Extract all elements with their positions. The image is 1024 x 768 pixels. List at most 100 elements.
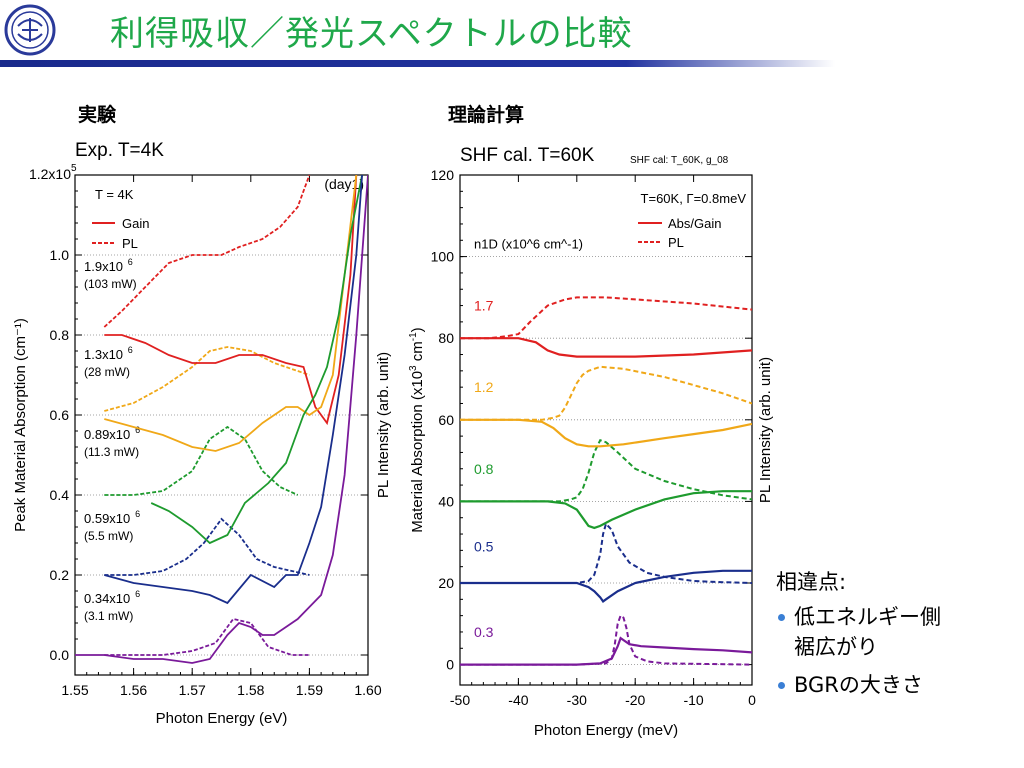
bullet-text: 低エネルギー側 裾広がり bbox=[794, 605, 941, 659]
density-label: 0.34x10 bbox=[84, 591, 130, 606]
y2-axis-label: PL Intensity (arb. unit) bbox=[757, 357, 774, 503]
theory-heading: 理論計算 bbox=[448, 104, 525, 126]
x-tick-label: 1.59 bbox=[296, 682, 323, 698]
gain-line bbox=[460, 636, 752, 666]
gain-line bbox=[460, 337, 752, 358]
bullet-text: BGRの大きさ bbox=[794, 673, 923, 697]
x-tick-label: -40 bbox=[508, 692, 528, 708]
x-tick-label: 1.56 bbox=[120, 682, 147, 698]
y-tick-label: 0.6 bbox=[50, 407, 70, 423]
differences-heading: 相違点: bbox=[776, 570, 847, 594]
x-axis-label: Photon Energy (eV) bbox=[156, 710, 288, 727]
y-tick-label: 0.0 bbox=[50, 647, 70, 663]
curve-label: 0.5 bbox=[474, 538, 494, 554]
pl-line bbox=[460, 296, 752, 340]
experiment-heading: 実験 bbox=[78, 104, 117, 126]
x-tick-label: 1.60 bbox=[354, 682, 381, 698]
density-label: 1.9x10 bbox=[84, 259, 123, 274]
y-axis-label: Peak Material Absorption (cm⁻¹) bbox=[12, 318, 29, 532]
pl-line bbox=[460, 521, 752, 584]
theory-subtitle: SHF cal. T=60K bbox=[460, 145, 595, 166]
legend-pl-label: PL bbox=[122, 236, 138, 251]
curve-label: 0.8 bbox=[474, 461, 494, 477]
gain-line bbox=[460, 418, 752, 448]
pl-line bbox=[460, 365, 752, 421]
y2-axis-label: PL Intensity (arb. unit) bbox=[375, 352, 392, 498]
pl-line bbox=[104, 617, 310, 656]
power-label: (103 mW) bbox=[84, 277, 137, 291]
density-axis-label: n1D (x10^6 cm^-1) bbox=[474, 236, 583, 251]
institution-logo bbox=[4, 4, 56, 56]
density-exponent: 6 bbox=[128, 345, 133, 355]
pl-line bbox=[103, 175, 311, 328]
differences-notes: 相違点: 低エネルギー側 裾広がり BGRの大きさ bbox=[776, 566, 941, 700]
series-group bbox=[75, 175, 368, 664]
density-exponent: 6 bbox=[135, 509, 140, 519]
x-tick-label: -50 bbox=[450, 692, 470, 708]
difference-bullet-2: BGRの大きさ bbox=[776, 670, 941, 700]
x-tick-label: -30 bbox=[567, 692, 587, 708]
gain-line bbox=[104, 175, 358, 452]
x-axis-label: Photon Energy (meV) bbox=[534, 722, 678, 739]
curve-label: 1.7 bbox=[474, 298, 494, 314]
y-tick-label: 0 bbox=[446, 657, 454, 673]
x-tick-label: 1.57 bbox=[179, 682, 206, 698]
curve-label: 0.3 bbox=[474, 624, 494, 640]
power-label: (28 mW) bbox=[84, 365, 130, 379]
pl-line bbox=[104, 517, 310, 576]
power-label: (5.5 mW) bbox=[84, 529, 133, 543]
legend-pl-label: PL bbox=[668, 235, 684, 250]
density-label: 0.59x10 bbox=[84, 511, 130, 526]
experiment-chart: 1.55 1.56 1.57 1.58 1.59 1.60 0.0 0.2 0.4 0.6 0.8 1… bbox=[12, 163, 392, 727]
page-title: 利得吸収／発光スペクトルの比較 bbox=[110, 14, 633, 54]
difference-bullet-1: 低エネルギー側 裾広がり bbox=[776, 602, 941, 662]
y-tick-label: 60 bbox=[438, 412, 454, 428]
plot-frame bbox=[459, 174, 753, 686]
y-scale-label: 1.2x10 bbox=[29, 166, 71, 182]
experiment-subtitle: Exp. T=4K bbox=[75, 140, 164, 161]
theory-chart: -50 -40 -30 -20 -10 0 0 20 40 60 80 100 120 Photon En… bbox=[408, 167, 774, 739]
x-tick-label: -10 bbox=[683, 692, 703, 708]
y-tick-label: 20 bbox=[438, 575, 454, 591]
gain-line bbox=[104, 175, 358, 426]
x-tick-label: 0 bbox=[748, 692, 756, 708]
legend-temp: T=60K, Γ=0.8meV bbox=[641, 191, 747, 206]
density-exponent: 6 bbox=[135, 589, 140, 599]
y-tick-label: 80 bbox=[438, 330, 454, 346]
gain-line bbox=[460, 490, 752, 530]
power-label: (11.3 mW) bbox=[84, 445, 139, 459]
x-tick-label: -20 bbox=[625, 692, 645, 708]
y-scale-exponent: 5 bbox=[71, 163, 77, 174]
x-tick-label: 1.55 bbox=[61, 682, 88, 698]
y-tick-label: 40 bbox=[438, 493, 454, 509]
legend-temp: T = 4K bbox=[95, 187, 134, 202]
y-tick-label: 120 bbox=[431, 167, 455, 183]
gain-line bbox=[104, 175, 363, 605]
plot-frame bbox=[74, 174, 369, 676]
y-tick-label: 0.4 bbox=[50, 487, 70, 503]
gain-line bbox=[75, 175, 368, 664]
y-axis-label: Material Absorption (x103 cm-1) bbox=[408, 327, 426, 532]
density-label: 0.89x10 bbox=[84, 427, 130, 442]
curve-label: 1.2 bbox=[474, 379, 494, 395]
theory-small-note: SHF cal: T_60K, g_08 bbox=[630, 155, 729, 166]
header-rule bbox=[0, 60, 835, 67]
pl-line bbox=[104, 425, 299, 496]
density-exponent: 6 bbox=[128, 257, 133, 267]
y-tick-label: 1.0 bbox=[50, 247, 70, 263]
gain-line bbox=[150, 175, 363, 545]
y-tick-label: 0.2 bbox=[50, 567, 70, 583]
series-group bbox=[460, 296, 752, 666]
legend-gain-label: Abs/Gain bbox=[668, 216, 721, 231]
pl-line bbox=[104, 346, 310, 412]
x-tick-label: 1.58 bbox=[237, 682, 264, 698]
legend-gain-label: Gain bbox=[122, 216, 149, 231]
pl-line bbox=[460, 614, 752, 666]
corner-note: (day1) bbox=[324, 176, 364, 192]
gain-line bbox=[460, 569, 752, 603]
y-tick-label: 100 bbox=[431, 249, 455, 265]
y-tick-label: 0.8 bbox=[50, 327, 70, 343]
density-label: 1.3x10 bbox=[84, 347, 123, 362]
power-label: (3.1 mW) bbox=[84, 609, 133, 623]
density-exponent: 6 bbox=[135, 425, 140, 435]
